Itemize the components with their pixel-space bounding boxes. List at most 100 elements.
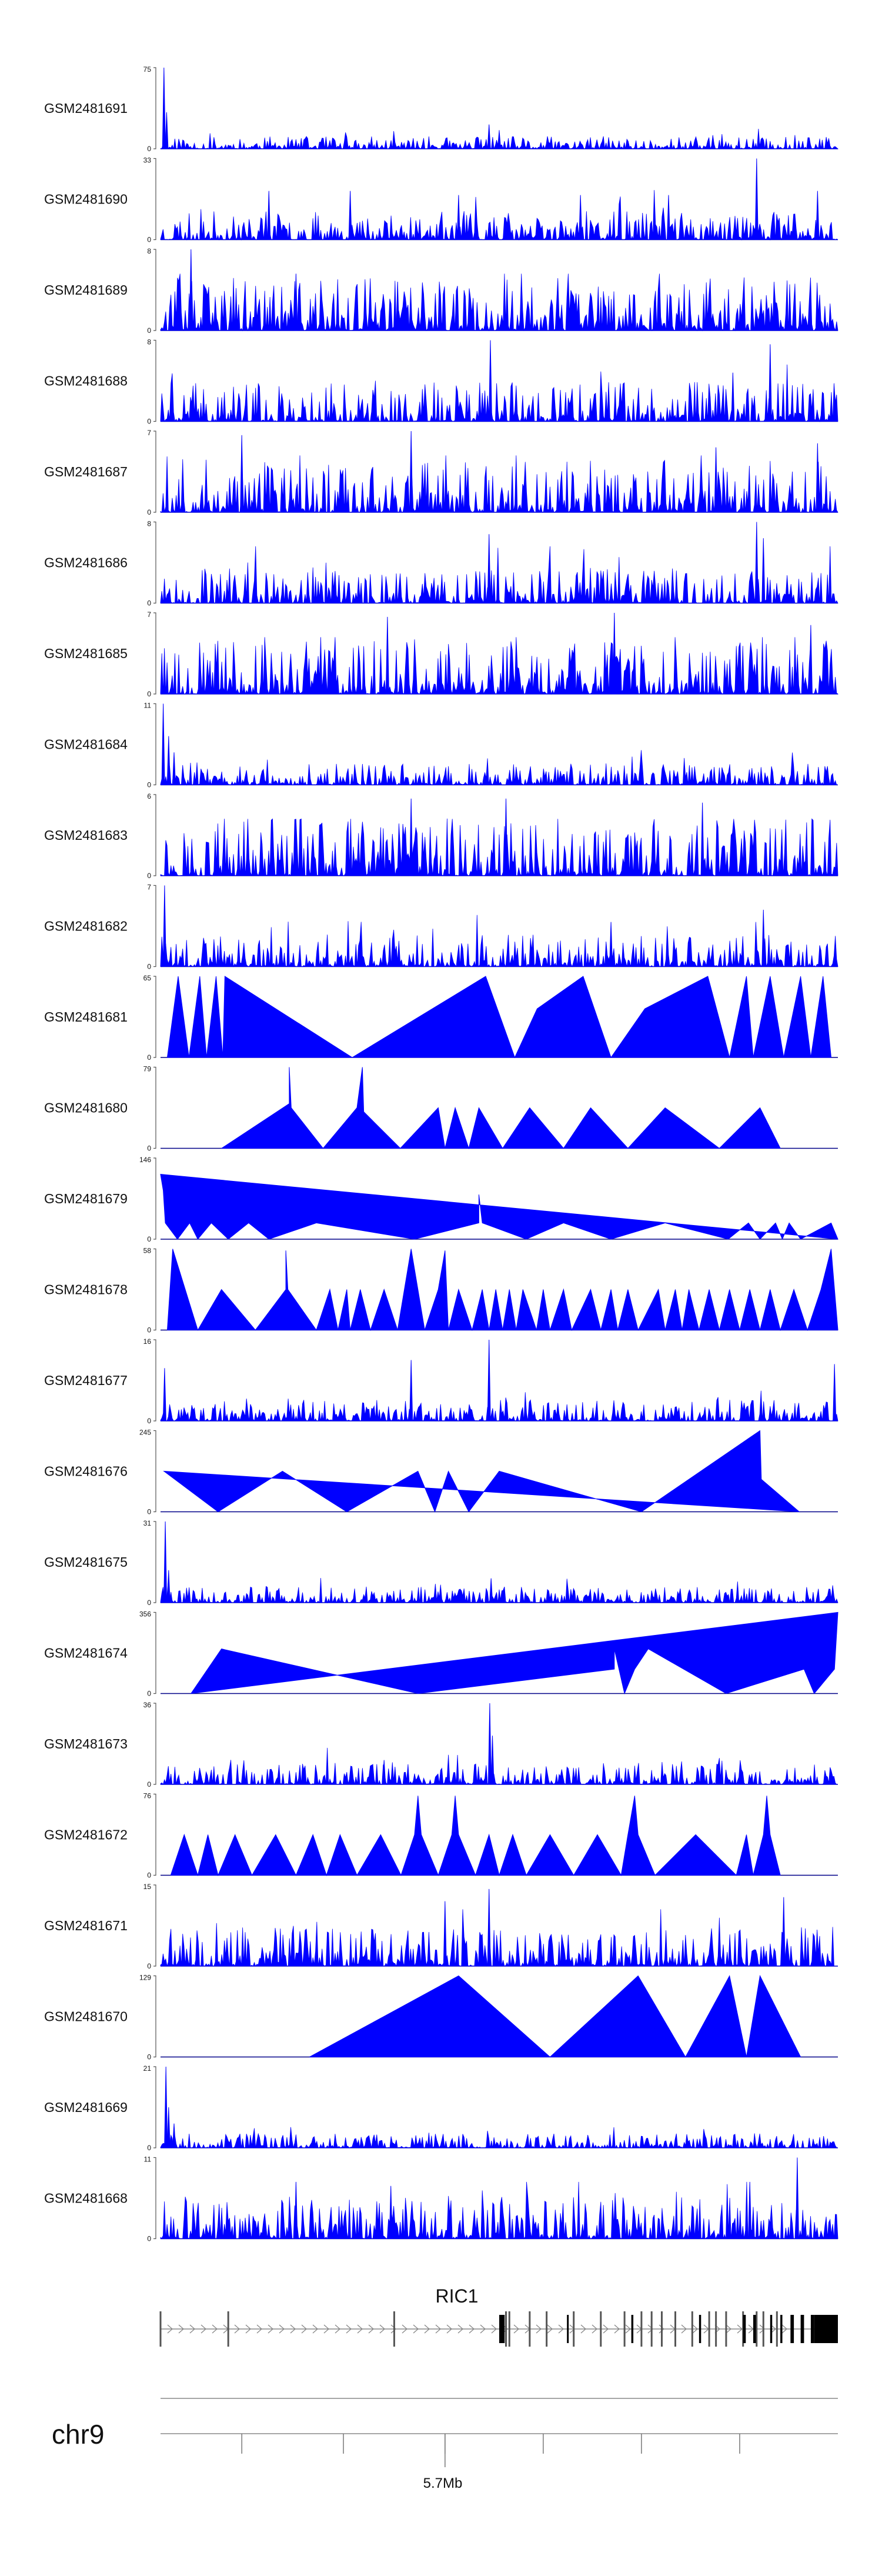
coverage-area bbox=[166, 976, 832, 1059]
coverage-spike bbox=[409, 431, 413, 513]
track-label: GSM2481690 bbox=[44, 192, 128, 207]
y-axis-bracket bbox=[153, 249, 156, 331]
coverage-spike bbox=[161, 703, 165, 785]
coverage-spike bbox=[166, 736, 171, 785]
track-GSM2481685: GSM2481685 7 0 bbox=[44, 610, 839, 698]
coverage-area bbox=[160, 2127, 838, 2149]
y-axis-bracket bbox=[153, 1793, 156, 1876]
strand-arrow-icon bbox=[335, 2324, 340, 2334]
coverage-area bbox=[160, 1174, 838, 1240]
coverage-area bbox=[160, 1578, 838, 1604]
y-axis-min-label: 0 bbox=[147, 781, 151, 789]
gene-name: RIC1 bbox=[436, 2285, 479, 2307]
strand-arrow-icon bbox=[178, 2324, 184, 2334]
strand-arrow-icon bbox=[167, 2324, 173, 2334]
y-axis-max-label: 11 bbox=[144, 702, 152, 710]
strand-arrow-icon bbox=[536, 2324, 542, 2334]
exon-block bbox=[743, 2315, 746, 2343]
y-axis-min-label: 0 bbox=[147, 872, 151, 880]
strand-arrow-icon bbox=[357, 2324, 363, 2334]
track-label: GSM2481689 bbox=[44, 282, 128, 298]
strand-arrow-icon bbox=[212, 2324, 218, 2334]
track-label: GSM2481678 bbox=[44, 1282, 128, 1297]
track-GSM2481686: GSM2481686 8 0 bbox=[44, 520, 838, 608]
coverage-area bbox=[160, 546, 838, 604]
y-axis-min-label: 0 bbox=[147, 1599, 151, 1607]
exon-block bbox=[753, 2315, 756, 2343]
coverage-spike bbox=[833, 1364, 837, 1422]
coverage-area bbox=[160, 637, 839, 695]
y-axis-min-label: 0 bbox=[147, 1144, 151, 1153]
coverage-spike bbox=[165, 112, 169, 149]
track-GSM2481674: GSM2481674 356 0 bbox=[44, 1610, 838, 1698]
track-label: GSM2481674 bbox=[44, 1646, 128, 1661]
track-label: GSM2481671 bbox=[44, 1918, 128, 1933]
coverage-spike bbox=[166, 1570, 171, 1603]
strand-arrow-icon bbox=[413, 2324, 419, 2334]
track-GSM2481677: GSM2481677 16 0 bbox=[44, 1337, 838, 1425]
exon-block bbox=[770, 2315, 773, 2343]
coverage-spike bbox=[612, 612, 616, 695]
strand-arrow-icon bbox=[759, 2324, 765, 2334]
coverage-area bbox=[160, 915, 838, 967]
coverage-area bbox=[170, 1796, 781, 1877]
coverage-spike bbox=[768, 344, 772, 422]
track-GSM2481689: GSM2481689 8 0 bbox=[44, 247, 838, 335]
track-label: GSM2481676 bbox=[44, 1464, 128, 1479]
track-GSM2481680: GSM2481680 79 0 bbox=[44, 1065, 838, 1153]
track-label: GSM2481670 bbox=[44, 2009, 128, 2024]
strand-arrow-icon bbox=[659, 2324, 664, 2334]
coverage-spike bbox=[731, 372, 735, 422]
y-axis-min-label: 0 bbox=[147, 2053, 151, 2061]
coverage-spike bbox=[795, 2157, 799, 2239]
gene-annotation: RIC1 bbox=[159, 2285, 838, 2347]
strand-arrow-icon bbox=[301, 2324, 307, 2334]
coverage-spike bbox=[579, 195, 583, 240]
strand-arrow-icon bbox=[402, 2324, 407, 2334]
track-GSM2481690: GSM2481690 33 0 bbox=[44, 156, 838, 244]
y-axis-min-label: 0 bbox=[147, 1690, 151, 1698]
coverage-spike bbox=[389, 2185, 393, 2239]
coverage-spike bbox=[172, 752, 176, 785]
track-label: GSM2481677 bbox=[44, 1373, 128, 1388]
track-label: GSM2481682 bbox=[44, 919, 128, 934]
y-axis-bracket bbox=[153, 158, 156, 241]
track-GSM2481668: GSM2481668 11 0 bbox=[44, 2155, 838, 2243]
track-label: GSM2481683 bbox=[44, 827, 128, 843]
coverage-area bbox=[166, 1249, 838, 1332]
y-axis-bracket bbox=[153, 1884, 156, 1967]
coverage-spike bbox=[666, 195, 671, 240]
coverage-spike bbox=[409, 1360, 413, 1422]
y-axis-min-label: 0 bbox=[147, 599, 151, 608]
track-GSM2481676: GSM2481676 245 0 bbox=[44, 1429, 838, 1516]
coverage-spike bbox=[294, 273, 298, 331]
coverage-spike bbox=[409, 798, 413, 876]
y-axis-bracket bbox=[153, 2157, 156, 2240]
strand-arrow-icon bbox=[480, 2324, 486, 2334]
y-axis-max-label: 6 bbox=[147, 792, 151, 800]
track-GSM2481682: GSM2481682 7 0 bbox=[44, 883, 838, 971]
track-GSM2481672: GSM2481672 76 0 bbox=[44, 1792, 838, 1880]
y-axis-min-label: 0 bbox=[147, 690, 151, 698]
strand-arrow-icon bbox=[547, 2324, 553, 2334]
y-axis-bracket bbox=[153, 339, 156, 422]
y-axis-max-label: 7 bbox=[147, 610, 151, 619]
exon-block bbox=[499, 2315, 505, 2343]
y-axis-max-label: 7 bbox=[147, 883, 151, 892]
exon-block bbox=[800, 2315, 804, 2343]
strand-arrow-icon bbox=[692, 2324, 698, 2334]
y-axis-max-label: 146 bbox=[139, 1156, 151, 1164]
coverage-spike bbox=[162, 67, 166, 149]
coverage-spike bbox=[240, 435, 244, 513]
y-axis-max-label: 31 bbox=[143, 1519, 152, 1527]
track-label: GSM2481672 bbox=[44, 1827, 128, 1843]
strand-arrow-icon bbox=[625, 2324, 631, 2334]
coverage-area bbox=[160, 1909, 838, 1967]
track-GSM2481673: GSM2481673 36 0 bbox=[44, 1701, 838, 1788]
coverage-spike bbox=[166, 2107, 171, 2148]
coverage-spike bbox=[172, 2123, 176, 2148]
y-axis-bracket bbox=[153, 1430, 156, 1513]
y-axis-min-label: 0 bbox=[147, 1508, 151, 1516]
coverage-spike bbox=[162, 1368, 166, 1422]
track-GSM2481675: GSM2481675 31 0 bbox=[44, 1519, 838, 1607]
